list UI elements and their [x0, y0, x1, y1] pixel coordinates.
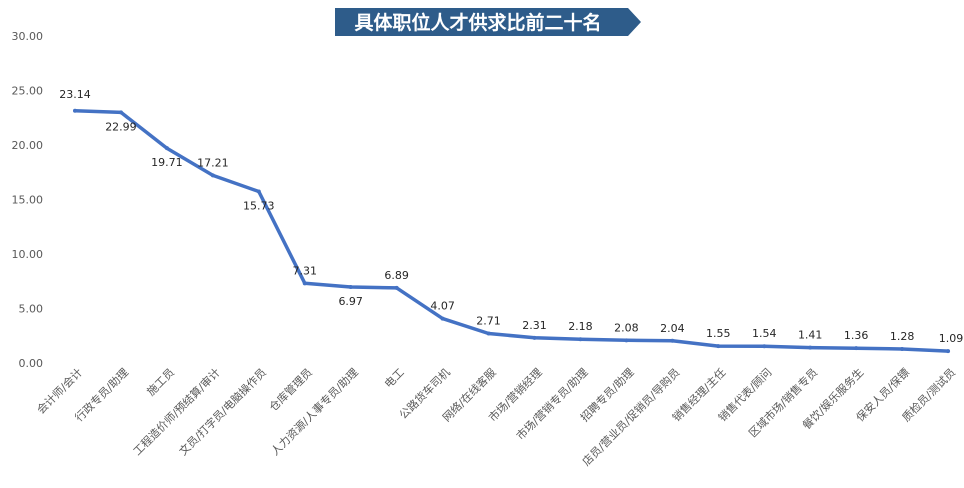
- data-label: 1.09: [939, 332, 964, 345]
- data-label: 6.89: [384, 269, 409, 282]
- data-label: 19.71: [151, 156, 183, 169]
- data-point: [348, 285, 353, 290]
- data-point: [118, 110, 123, 115]
- data-point: [624, 338, 629, 343]
- chart-title-text: 具体职位人才供求比前二十名: [354, 11, 601, 34]
- data-label: 17.21: [197, 156, 229, 169]
- data-label: 22.99: [105, 120, 137, 133]
- x-tick-label: 仓库管理员: [266, 365, 315, 414]
- data-point: [532, 335, 537, 340]
- data-label: 2.31: [522, 319, 547, 332]
- x-tick-label: 施工员: [144, 366, 177, 399]
- data-point: [302, 281, 307, 286]
- data-label: 23.14: [59, 88, 91, 101]
- data-label: 1.54: [752, 327, 777, 340]
- data-point: [946, 349, 951, 354]
- data-label: 2.18: [568, 320, 593, 333]
- y-tick-label: 5.00: [19, 303, 44, 316]
- x-tick-label: 人力资源/人事专员/助理: [268, 365, 361, 458]
- x-tick-label: 文员/打字员/电脑操作员: [176, 365, 269, 458]
- title-banner: [335, 8, 641, 36]
- y-tick-label: 25.00: [12, 85, 44, 98]
- data-point: [486, 331, 491, 336]
- series-line: [73, 109, 950, 353]
- data-label: 7.31: [293, 264, 318, 277]
- data-point: [854, 346, 859, 351]
- y-tick-label: 20.00: [12, 139, 44, 152]
- data-point: [716, 344, 721, 349]
- x-tick-label: 工程造价师/预结算/审计: [130, 365, 223, 458]
- chart-title: 具体职位人才供求比前二十名: [335, 8, 641, 36]
- y-axis: 0.00 5.00 10.00 15.00 20.00 25.00 30.00: [12, 30, 44, 370]
- data-label: 4.07: [430, 300, 455, 313]
- data-label: 1.55: [706, 327, 731, 340]
- data-point: [256, 189, 261, 194]
- y-tick-label: 30.00: [12, 30, 44, 43]
- data-label: 2.08: [614, 321, 639, 334]
- x-tick-label: 电工: [382, 366, 407, 391]
- data-point: [394, 285, 399, 290]
- data-point: [900, 347, 905, 352]
- data-label: 15.73: [243, 200, 275, 213]
- data-labels: 23.14 22.99 19.71 17.21 15.73 7.31 6.97 6.89 4.0…: [59, 88, 963, 345]
- data-point: [578, 337, 583, 342]
- y-tick-label: 0.00: [19, 357, 44, 370]
- data-label: 6.97: [338, 295, 363, 308]
- y-tick-label: 10.00: [12, 248, 44, 261]
- data-label: 1.36: [844, 329, 869, 342]
- data-point: [73, 108, 77, 113]
- data-point: [440, 316, 445, 321]
- data-point: [762, 344, 767, 349]
- data-point: [210, 173, 215, 178]
- data-label: 2.04: [660, 322, 685, 335]
- data-label: 2.71: [476, 314, 501, 327]
- data-point: [808, 345, 813, 350]
- data-label: 1.28: [890, 330, 915, 343]
- data-point: [164, 146, 169, 151]
- data-label: 1.41: [798, 329, 823, 342]
- series-line-group: [73, 108, 951, 354]
- y-tick-label: 15.00: [12, 194, 44, 207]
- data-point: [670, 338, 675, 343]
